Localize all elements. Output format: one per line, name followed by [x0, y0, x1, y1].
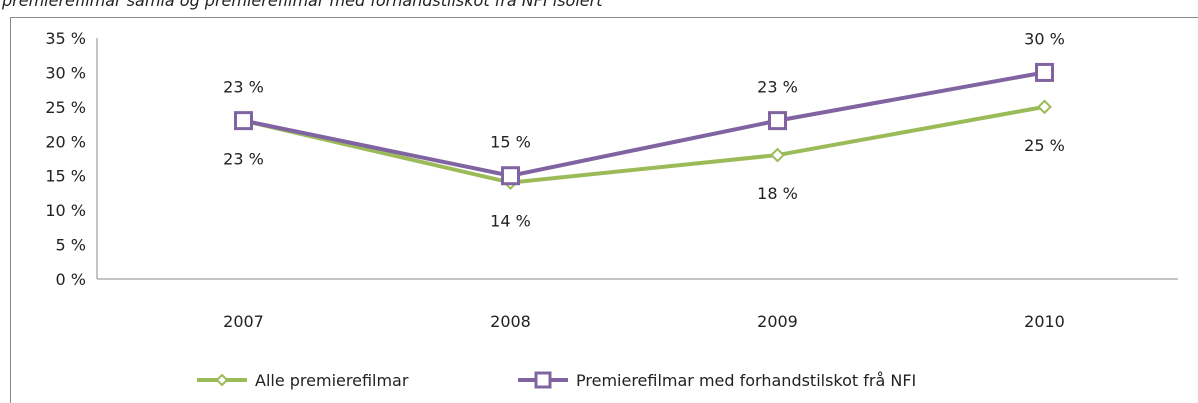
y-tick-label: 10 % — [45, 201, 86, 220]
data-label: 23 % — [757, 78, 798, 97]
x-tick-label: 2007 — [223, 312, 264, 331]
y-tick-label: 25 % — [45, 98, 86, 117]
data-label: 23 % — [223, 150, 264, 169]
data-label: 15 % — [490, 133, 531, 152]
y-tick-label: 15 % — [45, 167, 86, 186]
legend-label: Alle premierefilmar — [255, 371, 409, 390]
series-line — [243, 70, 1045, 178]
chart-border — [10, 17, 1198, 403]
legend-marker — [534, 371, 552, 389]
point — [770, 147, 785, 163]
point — [768, 111, 787, 131]
data-label: 30 % — [1024, 29, 1065, 48]
data-label: 25 % — [1024, 136, 1065, 155]
y-tick-label: 5 % — [56, 236, 86, 255]
data-label: 14 % — [490, 212, 531, 231]
data-label: 18 % — [757, 184, 798, 203]
x-tick-label: 2008 — [490, 312, 531, 331]
y-tick-label: 0 % — [56, 270, 86, 289]
series-line — [243, 104, 1045, 185]
x-tick-label: 2009 — [757, 312, 798, 331]
data-label: 23 % — [223, 78, 264, 97]
point — [234, 111, 253, 131]
legend-label: Premierefilmar med forhandstilskot frå N… — [576, 371, 916, 390]
y-tick-label: 35 % — [45, 29, 86, 48]
x-tick-label: 2010 — [1024, 312, 1065, 331]
chart-title: premierefilmar samla og premierefilmar m… — [1, 0, 603, 10]
point — [1035, 62, 1054, 82]
legend-marker — [215, 373, 229, 387]
point — [1037, 99, 1052, 115]
point — [501, 166, 520, 186]
y-tick-label: 20 % — [45, 132, 86, 151]
y-tick-label: 30 % — [45, 63, 86, 82]
